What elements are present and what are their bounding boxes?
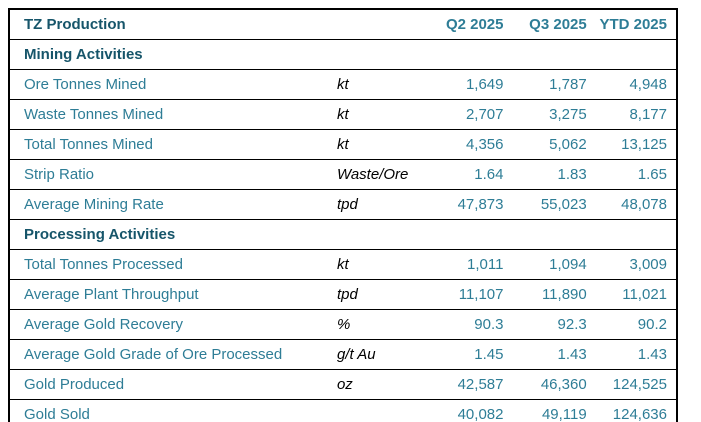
column-header-q3: Q3 2025 (512, 9, 596, 40)
row-unit: tpd (331, 279, 428, 310)
row-ytd-value: 3,009 (595, 249, 677, 280)
table-row: Average Gold Grade of Ore Processed g/t … (9, 339, 677, 370)
row-q2-value: 40,082 (427, 399, 513, 422)
row-label: Processing Activities (9, 219, 332, 250)
row-unit: Waste/Ore (331, 159, 428, 190)
table-body: Mining Activities Ore Tonnes Mined kt 1,… (9, 39, 677, 422)
table-row: Total Tonnes Mined kt 4,356 5,062 13,125 (9, 129, 677, 160)
row-label: Gold Produced (9, 369, 332, 400)
table-row: Average Mining Rate tpd 47,873 55,023 48… (9, 189, 677, 220)
row-ytd-value: 4,948 (595, 69, 677, 100)
row-label: Waste Tonnes Mined (9, 99, 332, 130)
row-q2-value: 1,011 (427, 249, 513, 280)
row-ytd-value: 124,525 (595, 369, 677, 400)
row-ytd-value: 48,078 (595, 189, 677, 220)
table-header-row: TZ Production Q2 2025 Q3 2025 YTD 2025 (9, 9, 677, 40)
row-q3-value: 92.3 (512, 309, 596, 340)
row-q2-value: 1,649 (427, 69, 513, 100)
row-ytd-value: 1.43 (595, 339, 677, 370)
table-row: Average Plant Throughput tpd 11,107 11,8… (9, 279, 677, 310)
row-ytd-value: 13,125 (595, 129, 677, 160)
row-ytd-value: 90.2 (595, 309, 677, 340)
section-row: Processing Activities (9, 219, 677, 250)
row-ytd-value: 11,021 (595, 279, 677, 310)
table-title: TZ Production (9, 9, 332, 40)
row-q2-value (427, 219, 513, 250)
row-label: Average Gold Grade of Ore Processed (9, 339, 332, 370)
row-label: Average Gold Recovery (9, 309, 332, 340)
row-unit: kt (331, 129, 428, 160)
table-row: Gold Produced oz 42,587 46,360 124,525 (9, 369, 677, 400)
row-q3-value: 46,360 (512, 369, 596, 400)
row-q3-value: 1,787 (512, 69, 596, 100)
row-q3-value: 11,890 (512, 279, 596, 310)
row-unit: % (331, 309, 428, 340)
row-label: Average Mining Rate (9, 189, 332, 220)
row-q2-value: 1.45 (427, 339, 513, 370)
row-q2-value: 47,873 (427, 189, 513, 220)
row-q3-value: 3,275 (512, 99, 596, 130)
column-header-ytd: YTD 2025 (595, 9, 677, 40)
row-unit: tpd (331, 189, 428, 220)
table-row: Average Gold Recovery % 90.3 92.3 90.2 (9, 309, 677, 340)
row-unit (331, 399, 428, 422)
row-q3-value: 49,119 (512, 399, 596, 422)
row-q3-value: 1,094 (512, 249, 596, 280)
row-q3-value: 1.43 (512, 339, 596, 370)
row-q2-value: 90.3 (427, 309, 513, 340)
column-header-q2: Q2 2025 (427, 9, 513, 40)
row-unit (331, 219, 428, 250)
row-unit (331, 39, 428, 70)
row-ytd-value (595, 219, 677, 250)
row-unit: oz (331, 369, 428, 400)
row-unit: kt (331, 249, 428, 280)
row-unit: kt (331, 99, 428, 130)
row-q2-value: 2,707 (427, 99, 513, 130)
row-q2-value: 11,107 (427, 279, 513, 310)
row-label: Ore Tonnes Mined (9, 69, 332, 100)
row-q2-value: 42,587 (427, 369, 513, 400)
row-q3-value: 5,062 (512, 129, 596, 160)
row-ytd-value: 124,636 (595, 399, 677, 422)
row-label: Strip Ratio (9, 159, 332, 190)
row-q2-value: 4,356 (427, 129, 513, 160)
row-q3-value: 1.83 (512, 159, 596, 190)
table-row: Total Tonnes Processed kt 1,011 1,094 3,… (9, 249, 677, 280)
table-row: Waste Tonnes Mined kt 2,707 3,275 8,177 (9, 99, 677, 130)
row-label: Total Tonnes Mined (9, 129, 332, 160)
row-label: Average Plant Throughput (9, 279, 332, 310)
row-q3-value (512, 219, 596, 250)
row-label: Mining Activities (9, 39, 332, 70)
row-q2-value: 1.64 (427, 159, 513, 190)
section-row: Mining Activities (9, 39, 677, 70)
row-q3-value (512, 39, 596, 70)
row-q3-value: 55,023 (512, 189, 596, 220)
row-label: Total Tonnes Processed (9, 249, 332, 280)
row-unit: kt (331, 69, 428, 100)
table-row: Ore Tonnes Mined kt 1,649 1,787 4,948 (9, 69, 677, 100)
row-q2-value (427, 39, 513, 70)
production-table: TZ Production Q2 2025 Q3 2025 YTD 2025 M… (8, 8, 678, 422)
row-label: Gold Sold (9, 399, 332, 422)
table-row: Strip Ratio Waste/Ore 1.64 1.83 1.65 (9, 159, 677, 190)
row-ytd-value (595, 39, 677, 70)
unit-column-header (331, 9, 428, 40)
row-ytd-value: 8,177 (595, 99, 677, 130)
row-unit: g/t Au (331, 339, 428, 370)
row-ytd-value: 1.65 (595, 159, 677, 190)
table-row: Gold Sold 40,082 49,119 124,636 (9, 399, 677, 422)
